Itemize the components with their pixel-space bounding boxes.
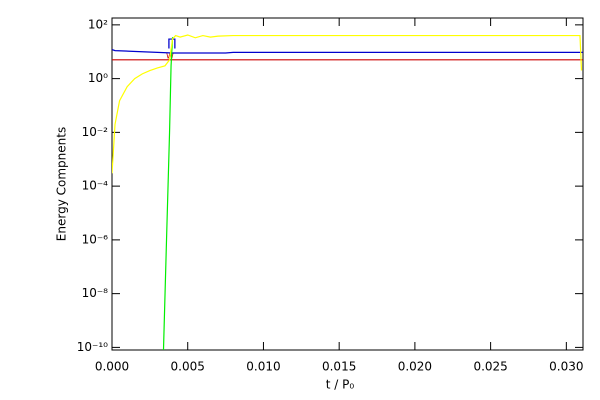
x-tick-label: 0.010 xyxy=(246,360,280,374)
x-tick-label: 0.005 xyxy=(171,360,205,374)
y-axis-label: Energy Compnents xyxy=(55,127,69,241)
series-line xyxy=(112,49,583,54)
x-axis-label: t / P₀ xyxy=(326,378,355,392)
y-tick-label: 10² xyxy=(88,17,108,31)
y-tick-label: 10⁻² xyxy=(82,125,109,139)
series-line xyxy=(162,37,174,350)
x-tick-label: 0.020 xyxy=(398,360,432,374)
x-tick-label: 0.000 xyxy=(95,360,129,374)
y-tick-label: 10⁻⁶ xyxy=(82,232,109,246)
x-tick-label: 0.015 xyxy=(322,360,356,374)
y-tick-label: 10⁻⁸ xyxy=(82,286,109,300)
plot-area xyxy=(112,34,583,350)
y-tick-label: 10⁰ xyxy=(88,71,108,85)
plot-frame xyxy=(111,17,584,351)
y-tick-label: 10⁻⁴ xyxy=(82,179,109,193)
x-tick-label: 0.025 xyxy=(473,360,507,374)
x-tick-label: 0.030 xyxy=(549,360,583,374)
series-line xyxy=(112,34,583,174)
y-tick-label: 10⁻¹⁰ xyxy=(77,340,108,354)
